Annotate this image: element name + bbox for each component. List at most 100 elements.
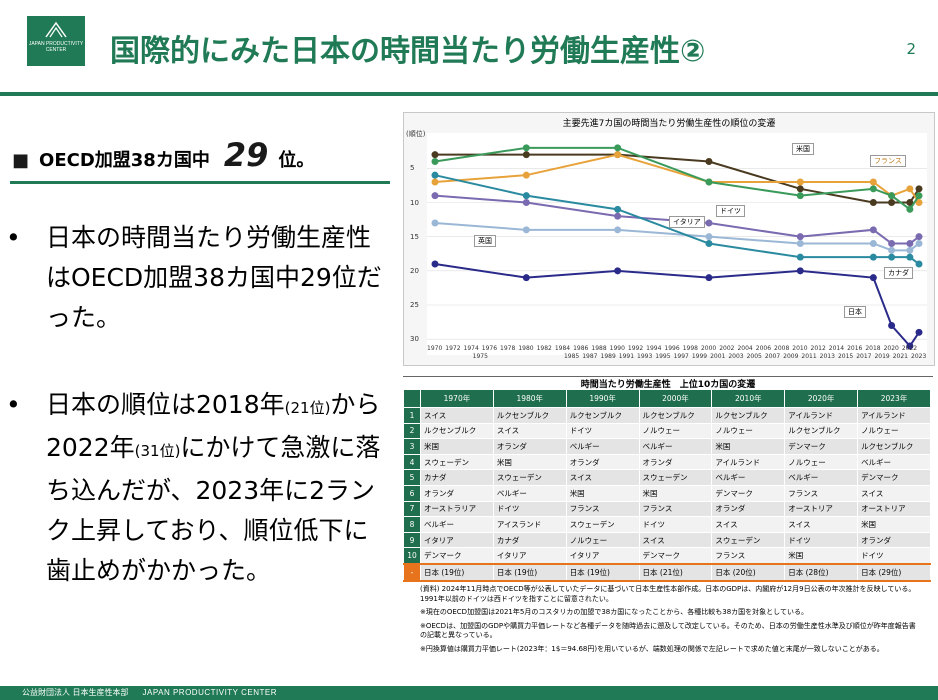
series-point	[431, 171, 439, 179]
table-cell: ルクセンブルク	[420, 422, 494, 440]
table-cell: ベルギー	[638, 438, 713, 455]
footer: 公益財団法人 日本生産性本部 JAPAN PRODUCTIVITY CENTER	[0, 686, 938, 700]
table-row: 8 ベルギー アイスランド スウェーデン ドイツ スイス スイス 米国	[403, 516, 931, 533]
x-tick-label: 2014	[828, 345, 845, 352]
table-cell: ドイツ	[638, 516, 713, 533]
series-point	[614, 212, 622, 220]
table-cell: フランス	[638, 500, 713, 518]
table-cell: 日本 (21位)	[638, 562, 713, 582]
series-point	[906, 240, 914, 247]
table-cell: スイス	[784, 516, 859, 533]
series-point	[705, 178, 713, 186]
bullet-2-part1: 日本の順位は2018年	[46, 390, 285, 419]
x-tick-label: 1999	[691, 353, 708, 360]
series-point	[888, 253, 896, 261]
table-cell: オランダ	[565, 453, 640, 471]
table-cell: ベルギー	[492, 484, 567, 502]
x-tick-label: 1972	[445, 345, 461, 352]
x-tick-label: 1990	[609, 345, 625, 352]
series-point	[431, 151, 439, 159]
series-point	[614, 226, 622, 234]
x-tick-label: 2008	[774, 345, 790, 352]
table-cell: ルクセンブルク	[784, 422, 859, 440]
rank-number: -	[403, 562, 421, 582]
bullet-dot: •	[6, 223, 21, 252]
note-2: ※OECDは、加盟国のGDPや購買力平価レートなど各種データを随時過去に遡及して…	[420, 621, 916, 640]
x-tick-label: 1987	[582, 353, 598, 360]
series-point	[431, 192, 439, 200]
table-header-cell: 2010年	[711, 389, 786, 408]
x-tick-label: 2023	[911, 353, 927, 360]
table-cell: 日本 (19位)	[492, 562, 567, 582]
x-tick-label: 2019	[874, 353, 890, 360]
table-cell: スイス	[492, 422, 567, 440]
x-tick-label: 1978	[500, 345, 516, 352]
table-cell: ルクセンブルク	[492, 407, 567, 424]
table-cell: ベルギー	[784, 469, 859, 486]
table-row: - 日本 (19位) 日本 (19位) 日本 (19位) 日本 (21位) 日本 (20位…	[403, 562, 931, 582]
y-tick-label: 30	[410, 335, 419, 344]
x-tick-label: 2022	[901, 345, 918, 352]
rank-number: 5	[403, 469, 421, 486]
table-cell: ルクセンブルク	[565, 407, 640, 424]
table-header-row: 1970年 1980年 1990年 2000年 2010年 2020年 2023年	[403, 389, 931, 408]
x-tick-label: 2018	[865, 345, 881, 352]
table-cell: スウェーデン	[638, 469, 713, 486]
table-cell: イタリア	[565, 547, 640, 565]
bullet-2-text: 日本の順位は2018年(21位)から2022年(31位)にかけて急激に落ち込んだ…	[46, 385, 386, 591]
bullet-2-note2: (31位)	[134, 442, 181, 460]
series-point	[869, 274, 877, 282]
headline-rank: 29	[223, 136, 269, 174]
table-cell: フランス	[565, 500, 640, 518]
table-cell: ルクセンブルク	[638, 407, 713, 424]
table-cell: ベルギー	[565, 438, 640, 455]
y-tick-label: 10	[410, 198, 419, 207]
series-point	[705, 158, 713, 165]
headline-suffix: 位。	[278, 150, 315, 171]
table-cell: 日本 (19位)	[565, 562, 640, 582]
label-ca: カナダ	[884, 267, 913, 279]
series-point	[869, 199, 877, 206]
table-cell: ドイツ	[857, 547, 931, 565]
notes: (資料) 2024年11月時点でOECD等が公表していたデータに基づいて日本生産…	[420, 585, 920, 658]
table-cell: デンマーク	[638, 547, 713, 565]
logo-text: JAPAN PRODUCTIVITY CENTER	[28, 41, 84, 53]
series-point	[888, 199, 896, 206]
table-row: 10 デンマーク イタリア イタリア デンマーク フランス 米国 ドイツ	[403, 547, 931, 565]
x-tick-label: 2005	[746, 353, 762, 360]
note-1: ※現在のOECD加盟国は2021年5月のコスタリカの加盟で38カ国になったことか…	[420, 608, 808, 616]
x-tick-label: 1997	[673, 353, 689, 360]
headline-prefix: OECD加盟38カ国中	[39, 150, 210, 171]
x-tick-label: 2002	[719, 345, 735, 352]
series-point	[796, 233, 804, 241]
table-cell: ノルウェー	[784, 453, 859, 471]
x-tick-label: 1995	[655, 353, 671, 360]
table-cell: 米国	[857, 516, 931, 533]
label-jp: 日本	[844, 306, 866, 318]
series-point	[906, 205, 914, 213]
y-tick-label: 5	[410, 164, 415, 173]
rank-number: 1	[403, 407, 421, 424]
series-point	[915, 328, 923, 336]
table-cell: アイルランド	[711, 453, 786, 471]
series-point	[431, 158, 439, 165]
x-tick-label: 1989	[600, 353, 616, 360]
table-row: 9 イタリア カナダ ノルウェー スイス スウェーデン ドイツ オランダ	[403, 531, 931, 549]
table-cell: 米国	[638, 484, 713, 502]
chart-title: 主要先進7カ国の時間当たり労働生産性の順位の変遷	[562, 119, 776, 129]
bullet-1: • 日本の時間当たり労働生産性はOECD加盟38カ国中29位だった。	[6, 218, 386, 338]
logo: JAPAN PRODUCTIVITY CENTER	[27, 16, 85, 66]
series-point	[705, 274, 713, 282]
table-cell: スイス	[420, 407, 494, 424]
table-row: 2 ルクセンブルク スイス ドイツ ノルウェー ノルウェー ルクセンブルク ノルウェー	[403, 422, 931, 440]
footer-org-jp: 公益財団法人 日本生産性本部	[22, 688, 129, 697]
x-tick-label: 2009	[783, 353, 799, 360]
table-cell: フランス	[784, 484, 859, 502]
divider	[403, 376, 933, 377]
logo-mark-icon	[45, 21, 67, 38]
header-rule	[0, 92, 938, 96]
y-axis-unit: (順位)	[406, 130, 426, 138]
series-point	[522, 192, 530, 200]
rank-number: 8	[403, 516, 421, 533]
x-tick-label: 2015	[837, 353, 854, 360]
